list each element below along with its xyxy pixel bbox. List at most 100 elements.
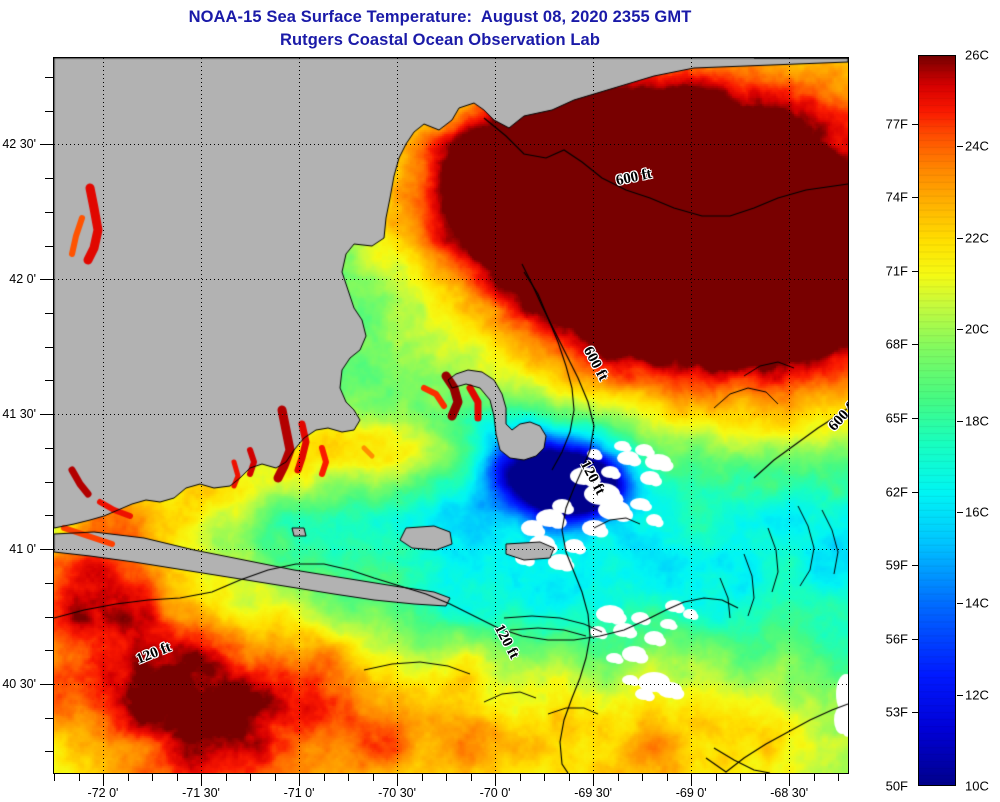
colorbar-celsius-label: 12C bbox=[965, 687, 989, 703]
x-axis-minor-tick bbox=[740, 773, 741, 781]
x-axis-label: -69 30' bbox=[574, 786, 613, 800]
y-axis-minor-tick bbox=[45, 212, 53, 213]
x-axis-minor-tick bbox=[838, 773, 839, 781]
y-axis-label: 42 0' bbox=[9, 272, 36, 287]
temperature-colorbar[interactable] bbox=[918, 55, 956, 786]
y-axis-minor-tick bbox=[45, 617, 53, 618]
x-axis-major-tick bbox=[299, 773, 300, 786]
colorbar-gradient bbox=[918, 55, 956, 786]
y-axis-minor-tick bbox=[45, 313, 53, 314]
y-axis-major-tick bbox=[40, 414, 53, 415]
x-axis-label: -71 30' bbox=[182, 786, 220, 800]
colorbar-fahrenheit-tick bbox=[912, 124, 918, 125]
x-axis-major-tick bbox=[495, 773, 496, 786]
x-axis-minor-tick bbox=[275, 773, 276, 781]
colorbar-celsius-label: 22C bbox=[965, 230, 989, 246]
colorbar-celsius-tick bbox=[957, 421, 963, 422]
colorbar-celsius-label: 14C bbox=[965, 595, 989, 611]
colorbar-fahrenheit-tick bbox=[912, 565, 918, 566]
x-axis-minor-tick bbox=[667, 773, 668, 781]
x-axis-minor-tick bbox=[642, 773, 643, 781]
x-axis-minor-tick bbox=[520, 773, 521, 781]
x-axis-minor-tick bbox=[128, 773, 129, 781]
x-axis-minor-tick bbox=[765, 773, 766, 781]
x-axis-minor-tick bbox=[446, 773, 447, 781]
colorbar-celsius-tick bbox=[957, 512, 963, 513]
colorbar-celsius-tick bbox=[957, 695, 963, 696]
y-axis-major-tick bbox=[40, 684, 53, 685]
sst-heatmap-canvas bbox=[54, 58, 848, 773]
y-axis-minor-tick bbox=[45, 178, 53, 179]
colorbar-fahrenheit-label: 62F bbox=[885, 484, 908, 500]
y-axis-major-tick bbox=[40, 144, 53, 145]
colorbar-fahrenheit-label: 77F bbox=[885, 116, 908, 132]
colorbar-fahrenheit-tick bbox=[912, 197, 918, 198]
y-axis-label: 41 30' bbox=[2, 407, 36, 422]
x-axis-minor-tick bbox=[250, 773, 251, 781]
colorbar-fahrenheit-label: 53F bbox=[885, 704, 908, 720]
x-axis-label: -70 30' bbox=[378, 786, 416, 800]
x-axis-minor-tick bbox=[569, 773, 570, 781]
x-axis-label: -70 0' bbox=[479, 786, 511, 800]
x-axis-label: -72 0' bbox=[87, 786, 119, 800]
colorbar-fahrenheit-tick bbox=[912, 418, 918, 419]
colorbar-fahrenheit-label: 68F bbox=[885, 336, 908, 352]
x-axis-major-tick bbox=[593, 773, 594, 786]
colorbar-fahrenheit-label: 74F bbox=[885, 189, 908, 205]
title-line-1: NOAA-15 Sea Surface Temperature: August … bbox=[188, 8, 692, 26]
colorbar-celsius-label: 20C bbox=[965, 321, 989, 337]
x-axis-major-tick bbox=[103, 773, 104, 786]
x-axis-minor-tick bbox=[177, 773, 178, 781]
x-axis-major-tick bbox=[789, 773, 790, 786]
colorbar-fahrenheit-label: 71F bbox=[885, 263, 908, 279]
colorbar-fahrenheit-tick bbox=[912, 492, 918, 493]
colorbar-celsius-tick bbox=[957, 146, 963, 147]
colorbar-fahrenheit-label: 56F bbox=[885, 631, 908, 647]
y-axis-minor-tick bbox=[45, 380, 53, 381]
y-axis-major-tick bbox=[40, 279, 53, 280]
y-axis-minor-tick bbox=[45, 347, 53, 348]
x-axis-minor-tick bbox=[373, 773, 374, 781]
x-axis-label: -68 30' bbox=[770, 786, 809, 800]
y-axis-minor-tick bbox=[45, 111, 53, 112]
colorbar-celsius-tick bbox=[957, 329, 963, 330]
y-axis-major-tick bbox=[40, 549, 53, 550]
y-axis-minor-tick bbox=[45, 448, 53, 449]
colorbar-celsius-label: 24C bbox=[965, 138, 989, 154]
x-axis-minor-tick bbox=[79, 773, 80, 781]
x-axis-minor-tick bbox=[544, 773, 545, 781]
y-axis-minor-tick bbox=[45, 515, 53, 516]
colorbar-fahrenheit-tick bbox=[912, 344, 918, 345]
y-axis-minor-tick bbox=[45, 650, 53, 651]
x-axis-minor-tick bbox=[226, 773, 227, 781]
x-axis-major-tick bbox=[691, 773, 692, 786]
y-axis-minor-tick bbox=[45, 751, 53, 752]
x-axis-minor-tick bbox=[618, 773, 619, 781]
colorbar-celsius-label: 16C bbox=[965, 504, 989, 520]
colorbar-fahrenheit-tick bbox=[912, 271, 918, 272]
y-axis-minor-tick bbox=[45, 77, 53, 78]
x-axis-minor-tick bbox=[348, 773, 349, 781]
y-axis-minor-tick bbox=[45, 482, 53, 483]
colorbar-celsius-label: 26C bbox=[965, 47, 989, 63]
chart-title-block: NOAA-15 Sea Surface Temperature: August … bbox=[0, 6, 880, 52]
colorbar-celsius-tick bbox=[957, 238, 963, 239]
x-axis-minor-tick bbox=[324, 773, 325, 781]
title-line-2: Rutgers Coastal Ocean Observation Lab bbox=[279, 31, 601, 49]
colorbar-fahrenheit-tick bbox=[912, 712, 918, 713]
x-axis-minor-tick bbox=[54, 773, 55, 781]
colorbar-celsius-tick bbox=[957, 603, 963, 604]
colorbar-celsius-label: 10C bbox=[965, 778, 989, 794]
x-axis-minor-tick bbox=[152, 773, 153, 781]
y-axis-label: 42 30' bbox=[2, 137, 36, 152]
x-axis-label: -69 0' bbox=[675, 786, 707, 800]
y-axis-label: 41 0' bbox=[9, 542, 36, 557]
y-axis-minor-tick bbox=[45, 718, 53, 719]
y-axis-minor-tick bbox=[45, 246, 53, 247]
colorbar-fahrenheit-label: 50F bbox=[885, 778, 908, 794]
x-axis-label: -71 0' bbox=[283, 786, 315, 800]
x-axis-minor-tick bbox=[471, 773, 472, 781]
colorbar-fahrenheit-tick bbox=[912, 639, 918, 640]
y-axis-label: 40 30' bbox=[2, 676, 36, 691]
